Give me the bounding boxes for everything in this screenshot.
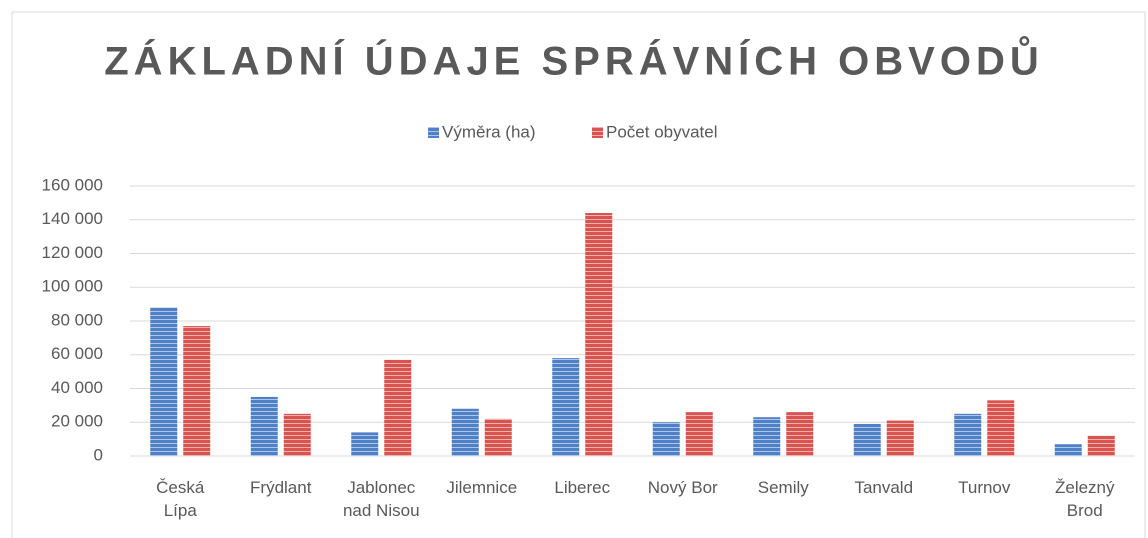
bar bbox=[1087, 435, 1115, 456]
y-tick-label: 20 000 bbox=[51, 412, 103, 431]
y-tick-label: 140 000 bbox=[42, 209, 103, 228]
x-tick-label: Železný Brod bbox=[1054, 478, 1115, 520]
chart-title: ZÁKLADNÍ ÚDAJE SPRÁVNÍCH OBVODŮ bbox=[104, 35, 1044, 84]
x-tick-label: Liberec bbox=[554, 478, 611, 497]
bar bbox=[1054, 444, 1082, 456]
y-tick-label: 160 000 bbox=[42, 175, 103, 194]
chart-frame bbox=[11, 11, 1146, 538]
bar bbox=[753, 417, 781, 456]
bar bbox=[954, 413, 982, 456]
x-tick-label: Jablonec nad Nisou bbox=[342, 478, 420, 520]
bar bbox=[250, 396, 278, 456]
bar bbox=[283, 413, 311, 456]
bar bbox=[351, 432, 379, 456]
y-tick-label: 120 000 bbox=[42, 243, 103, 262]
x-tick-label: Frýdlant bbox=[250, 478, 312, 497]
bar bbox=[987, 400, 1015, 456]
bar bbox=[886, 420, 914, 456]
x-tick-label: Semily bbox=[757, 478, 809, 497]
bar bbox=[384, 359, 412, 456]
y-tick-label: 0 bbox=[94, 445, 103, 464]
x-tick-label: Jilemnice bbox=[446, 478, 518, 497]
y-tick-label: 80 000 bbox=[51, 310, 103, 329]
bar bbox=[853, 423, 881, 456]
legend-swatch bbox=[428, 127, 439, 138]
legend-label: Výměra (ha) bbox=[442, 122, 536, 141]
y-tick-label: 100 000 bbox=[42, 277, 103, 296]
bar bbox=[685, 412, 713, 456]
x-tick-label: Tanvald bbox=[854, 478, 914, 497]
y-tick-label: 40 000 bbox=[51, 378, 103, 397]
bar bbox=[451, 408, 479, 456]
bar bbox=[585, 213, 613, 456]
legend-label: Počet obyvatel bbox=[606, 122, 718, 141]
bar bbox=[652, 422, 680, 456]
x-tick-label: Česká Lípa bbox=[156, 478, 205, 520]
bar bbox=[484, 418, 512, 456]
y-tick-label: 60 000 bbox=[51, 344, 103, 363]
legend-swatch bbox=[592, 127, 603, 138]
x-tick-label: Nový Bor bbox=[647, 478, 718, 497]
bar bbox=[183, 326, 211, 456]
x-tick-label: Turnov bbox=[958, 478, 1011, 497]
bar bbox=[552, 358, 580, 456]
bar bbox=[786, 412, 814, 456]
bar bbox=[150, 307, 178, 456]
